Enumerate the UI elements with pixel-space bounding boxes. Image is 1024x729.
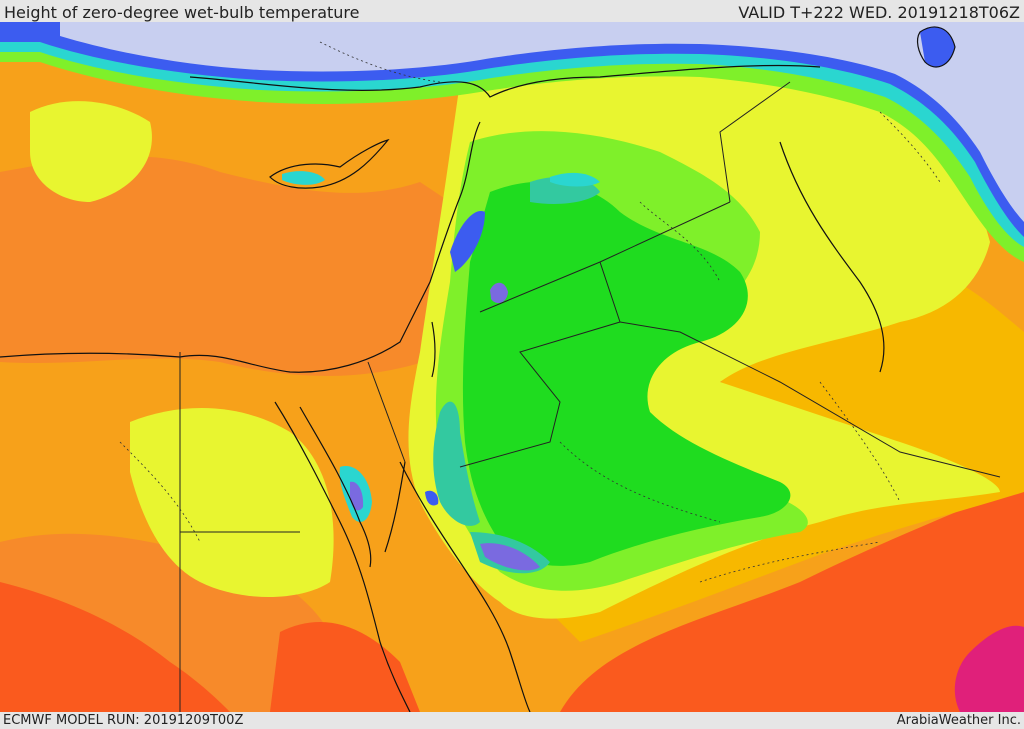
field-blue-lebanon — [450, 211, 485, 272]
coastline-med-south — [0, 121, 481, 373]
map-title: Height of zero-degree wet-bulb temperatu… — [4, 3, 360, 22]
footer-bar: ECMWF MODEL RUN: 20191209T00Z ArabiaWeat… — [0, 712, 1024, 729]
coastline-cyprus — [269, 138, 390, 189]
coastline-caspian — [916, 26, 956, 68]
field-red-orange-sudan — [270, 622, 420, 712]
border-iraq-iran — [719, 81, 791, 203]
field-cyan-syria — [550, 172, 600, 187]
province-lines — [119, 41, 941, 583]
map-area — [0, 22, 1024, 712]
valid-time: VALID T+222 WED. 20191218T06Z — [738, 3, 1020, 22]
coastline-gulf-of-suez — [299, 406, 372, 568]
model-run: ECMWF MODEL RUN: 20191209T00Z — [3, 713, 244, 728]
field-blue-jordan — [490, 282, 508, 304]
coastline-persian-gulf — [779, 141, 885, 373]
field-blue-sinai-core — [350, 481, 364, 511]
field-blue-hejaz — [480, 543, 540, 571]
field-teal-2 — [433, 401, 480, 526]
province-line-6 — [879, 111, 941, 183]
field-north-blue — [0, 22, 1024, 237]
field-yellow-egypt — [130, 408, 334, 597]
border-jordan-saudi — [459, 261, 621, 468]
province-line-1 — [639, 201, 721, 283]
field-yellow-north-africa — [30, 101, 152, 202]
coastline-dead-sea — [431, 321, 436, 378]
map-canvas — [0, 22, 1024, 712]
coastline-red-sea-west — [274, 401, 411, 712]
header-bar: Height of zero-degree wet-bulb temperatu… — [0, 0, 1024, 22]
border-iraq-saudi — [619, 321, 1001, 478]
field-red-orange-sw — [0, 582, 230, 712]
field-dark-orange-med — [0, 156, 450, 376]
borders — [179, 81, 1001, 712]
field-cyan-cyprus — [282, 171, 325, 185]
credit: ArabiaWeather Inc. — [896, 713, 1021, 728]
field-green-core — [462, 181, 791, 566]
field-caspian-blue — [920, 27, 955, 67]
border-sinai — [367, 361, 406, 463]
province-line-7 — [319, 41, 441, 83]
province-line-2 — [559, 441, 721, 523]
coastline-gulf-of-aqaba — [384, 461, 406, 553]
coastline-turkey — [189, 64, 821, 98]
field-magenta-corner — [954, 625, 1024, 712]
coastlines — [0, 26, 956, 712]
field-red-orange-se — [560, 482, 1024, 712]
field-blue-aqaba — [425, 490, 439, 506]
coastline-red-sea-east — [399, 461, 531, 712]
